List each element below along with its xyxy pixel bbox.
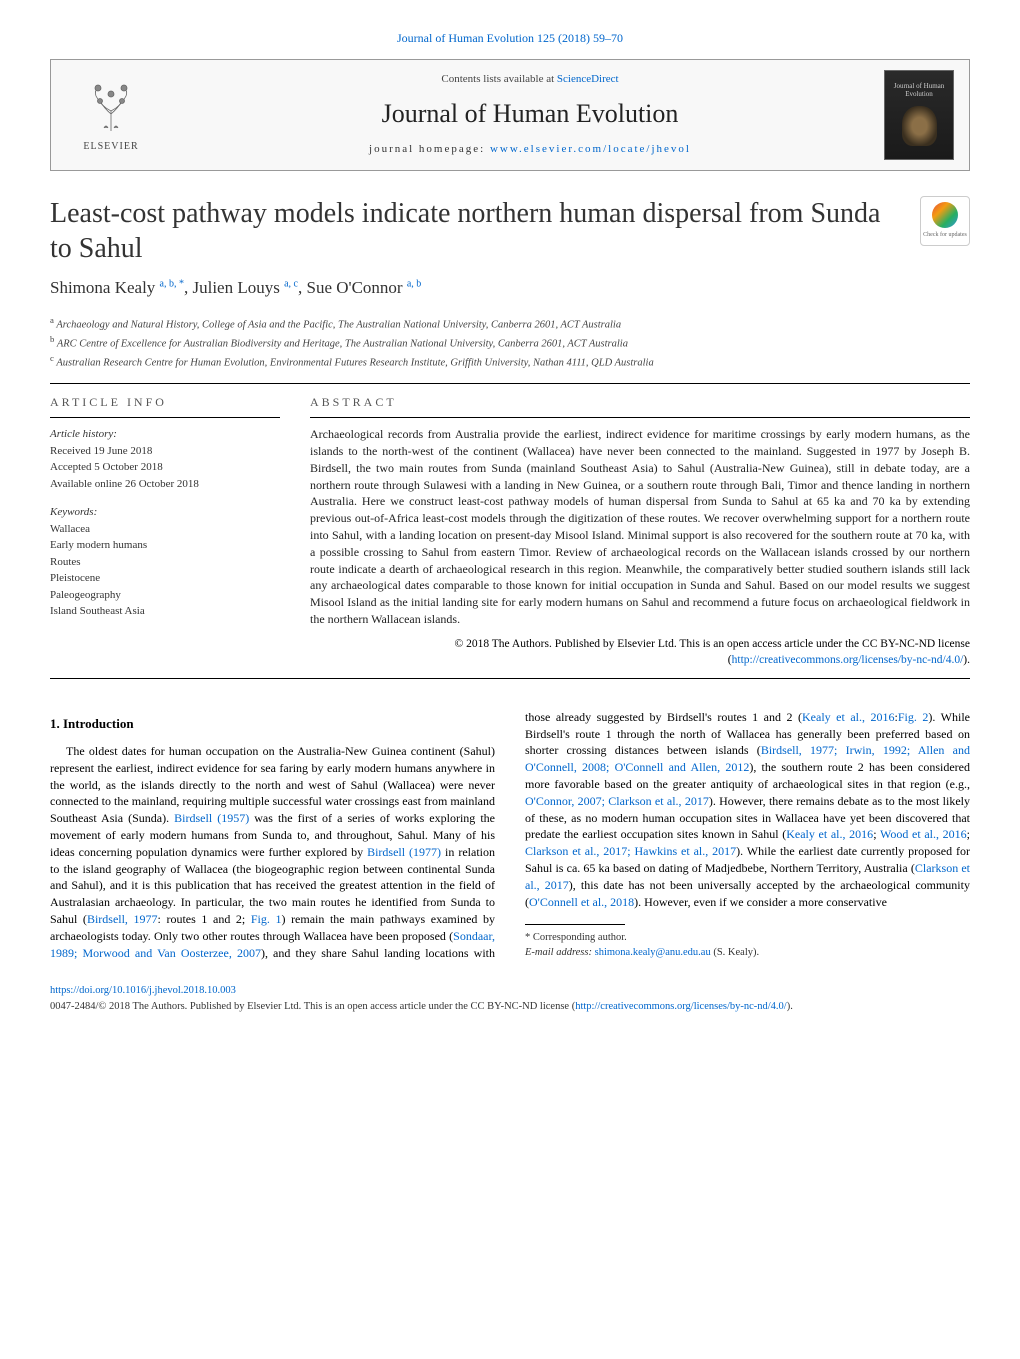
received-date: Received 19 June 2018 bbox=[50, 443, 280, 460]
online-date: Available online 26 October 2018 bbox=[50, 476, 280, 493]
citation[interactable]: Birdsell (1977) bbox=[367, 845, 441, 859]
cover-title: Journal of Human Evolution bbox=[889, 83, 949, 98]
figure-ref[interactable]: Fig. 2 bbox=[898, 710, 929, 724]
email-label: E-mail address: bbox=[525, 947, 595, 958]
intro-paragraph: The oldest dates for human occupation on… bbox=[50, 709, 970, 962]
crossmark-icon bbox=[932, 202, 958, 228]
article-info-heading: ARTICLE INFO bbox=[50, 394, 280, 418]
footer-copyright: 0047-2484/© 2018 The Authors. Published … bbox=[50, 999, 970, 1015]
divider bbox=[50, 678, 970, 679]
article-history: Article history: Received 19 June 2018 A… bbox=[50, 426, 280, 492]
page-footer: https://doi.org/10.1016/j.jhevol.2018.10… bbox=[50, 983, 970, 1015]
corresponding-author-footnote: * Corresponding author. E-mail address: … bbox=[525, 931, 970, 960]
footer-copyright-text: 0047-2484/© 2018 The Authors. Published … bbox=[50, 1001, 575, 1012]
abstract-column: ABSTRACT Archaeological records from Aus… bbox=[310, 394, 970, 668]
abstract-text: Archaeological records from Australia pr… bbox=[310, 426, 970, 628]
footnote-separator bbox=[525, 924, 625, 925]
keyword: Routes bbox=[50, 554, 280, 571]
contents-available: Contents lists available at ScienceDirec… bbox=[176, 72, 884, 87]
footer-suffix: ). bbox=[787, 1001, 793, 1012]
journal-homepage: journal homepage: www.elsevier.com/locat… bbox=[176, 142, 884, 157]
title-row: Least-cost pathway models indicate north… bbox=[50, 196, 970, 266]
authors: Shimona Kealy a, b, *, Julien Louys a, c… bbox=[50, 276, 970, 300]
journal-cover-thumbnail[interactable]: Journal of Human Evolution bbox=[884, 70, 954, 160]
divider bbox=[50, 383, 970, 384]
affiliation-b: b ARC Centre of Excellence for Australia… bbox=[50, 333, 970, 352]
doi-link[interactable]: https://doi.org/10.1016/j.jhevol.2018.10… bbox=[50, 985, 236, 996]
elsevier-text: ELSEVIER bbox=[83, 140, 138, 154]
copyright-suffix: ). bbox=[963, 654, 970, 666]
citation[interactable]: O'Connor, 2007; Clarkson et al., 2017 bbox=[525, 794, 709, 808]
citation[interactable]: Wood et al., 2016 bbox=[880, 827, 967, 841]
elsevier-tree-icon bbox=[76, 76, 146, 136]
keyword: Paleogeography bbox=[50, 587, 280, 604]
journal-citation-link[interactable]: Journal of Human Evolution 125 (2018) 59… bbox=[50, 30, 970, 47]
article-info-column: ARTICLE INFO Article history: Received 1… bbox=[50, 394, 280, 668]
citation[interactable]: Birdsell (1957) bbox=[174, 811, 249, 825]
body-text: 1. Introduction The oldest dates for hum… bbox=[50, 709, 970, 962]
article-title: Least-cost pathway models indicate north… bbox=[50, 196, 920, 266]
keywords-label: Keywords: bbox=[50, 504, 280, 521]
citation[interactable]: Clarkson et al., 2017; Hawkins et al., 2… bbox=[525, 844, 736, 858]
citation[interactable]: Kealy et al., 2016 bbox=[802, 710, 895, 724]
author-email[interactable]: shimona.kealy@anu.edu.au bbox=[595, 947, 711, 958]
accepted-date: Accepted 5 October 2018 bbox=[50, 459, 280, 476]
affiliation-a: a Archaeology and Natural History, Colle… bbox=[50, 314, 970, 333]
footer-license-link[interactable]: http://creativecommons.org/licenses/by-n… bbox=[575, 1001, 787, 1012]
keyword: Pleistocene bbox=[50, 570, 280, 587]
homepage-link[interactable]: www.elsevier.com/locate/jhevol bbox=[490, 143, 691, 155]
license-link[interactable]: http://creativecommons.org/licenses/by-n… bbox=[732, 654, 964, 666]
cover-skull-icon bbox=[902, 106, 937, 146]
keywords-block: Keywords: WallaceaEarly modern humansRou… bbox=[50, 504, 280, 620]
citation[interactable]: Birdsell, 1977 bbox=[87, 912, 158, 926]
introduction-heading: 1. Introduction bbox=[50, 715, 495, 733]
abstract-heading: ABSTRACT bbox=[310, 394, 970, 418]
citation[interactable]: O'Connell et al., 2018 bbox=[529, 895, 634, 909]
elsevier-logo[interactable]: ELSEVIER bbox=[66, 70, 156, 160]
crossmark-text: Check for updates bbox=[923, 231, 967, 239]
journal-name: Journal of Human Evolution bbox=[176, 96, 884, 132]
header-center: Contents lists available at ScienceDirec… bbox=[176, 72, 884, 157]
keyword-list: WallaceaEarly modern humansRoutesPleisto… bbox=[50, 521, 280, 620]
info-abstract-row: ARTICLE INFO Article history: Received 1… bbox=[50, 394, 970, 668]
crossmark-badge[interactable]: Check for updates bbox=[920, 196, 970, 246]
affiliation-c: c Australian Research Centre for Human E… bbox=[50, 352, 970, 371]
keyword: Early modern humans bbox=[50, 537, 280, 554]
keyword: Wallacea bbox=[50, 521, 280, 538]
journal-header: ELSEVIER Contents lists available at Sci… bbox=[50, 59, 970, 171]
sciencedirect-link[interactable]: ScienceDirect bbox=[557, 73, 619, 85]
keyword: Island Southeast Asia bbox=[50, 603, 280, 620]
email-suffix: (S. Kealy). bbox=[711, 947, 759, 958]
figure-ref[interactable]: Fig. 1 bbox=[251, 912, 282, 926]
history-label: Article history: bbox=[50, 426, 280, 443]
abstract-copyright: © 2018 The Authors. Published by Elsevie… bbox=[310, 636, 970, 668]
citation[interactable]: Kealy et al., 2016 bbox=[786, 827, 873, 841]
homepage-prefix: journal homepage: bbox=[369, 143, 490, 155]
corresponding-label: * Corresponding author. bbox=[525, 931, 970, 946]
affiliations: a Archaeology and Natural History, Colle… bbox=[50, 314, 970, 372]
contents-prefix: Contents lists available at bbox=[441, 73, 556, 85]
email-line: E-mail address: shimona.kealy@anu.edu.au… bbox=[525, 946, 970, 961]
